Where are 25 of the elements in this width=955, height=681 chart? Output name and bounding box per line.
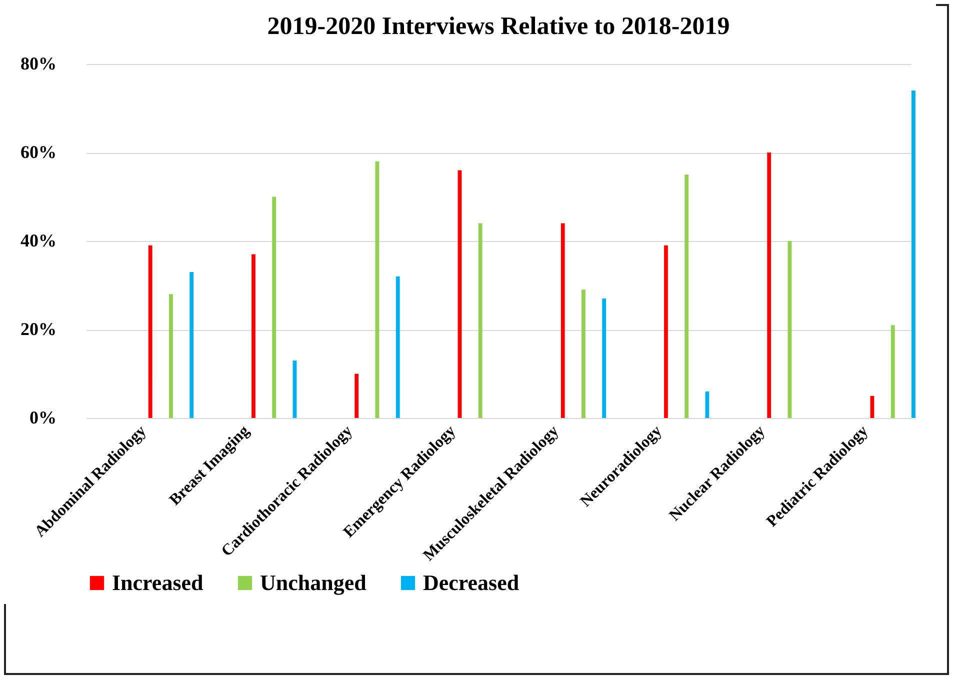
y-tick-label: 0%: [30, 408, 56, 428]
bar: [272, 196, 276, 418]
bar: [767, 152, 772, 418]
bar: [478, 223, 482, 418]
bar: [582, 290, 586, 418]
bar: [890, 325, 895, 418]
legend-label: Increased: [112, 570, 204, 595]
y-tick-label: 20%: [20, 319, 56, 339]
bar: [252, 254, 256, 418]
bar: [190, 272, 194, 418]
bar: [396, 276, 400, 418]
legend-label: Decreased: [423, 570, 520, 595]
bar: [602, 298, 606, 418]
y-tick-label: 40%: [20, 230, 56, 250]
bar: [148, 245, 152, 418]
legend-label: Unchanged: [260, 570, 366, 595]
y-tick-label: 60%: [20, 142, 56, 162]
y-tick-label: 80%: [20, 54, 56, 74]
bar: [560, 223, 565, 418]
bar: [664, 245, 668, 418]
bar: [912, 90, 916, 418]
chart-title: 2019-2020 Interviews Relative to 2018-2019: [267, 13, 730, 40]
bar: [169, 294, 173, 418]
bar: [354, 374, 359, 418]
bar: [684, 174, 689, 418]
